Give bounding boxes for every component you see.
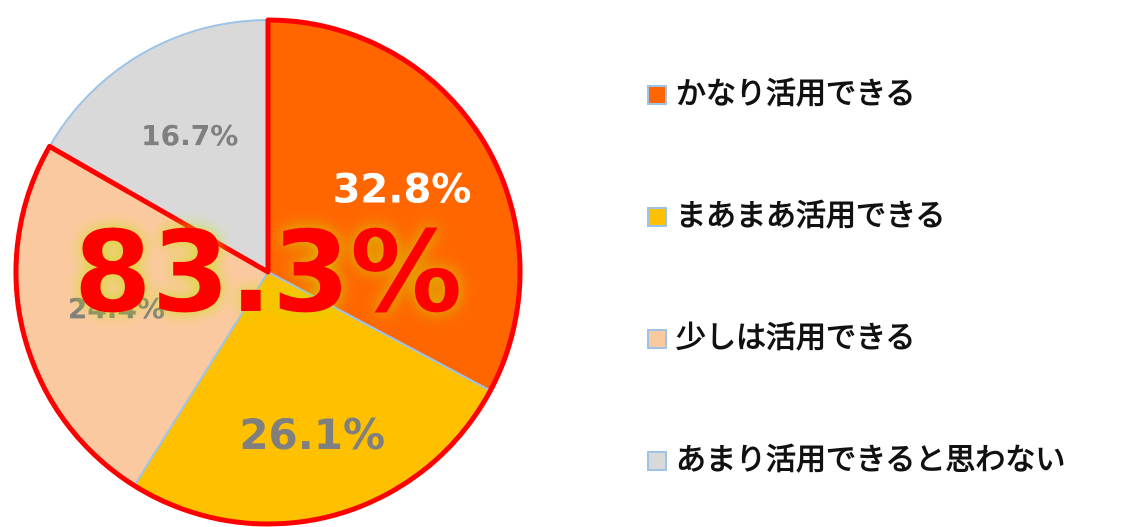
value-label: 24.4% [68, 292, 165, 325]
legend-swatch [647, 451, 667, 471]
legend-label: かなり活用できる [676, 77, 915, 112]
value-label: 32.8% [333, 167, 472, 213]
legend-label: 少しは活用できる [676, 321, 915, 356]
legend-swatch [647, 85, 667, 105]
legend-label: まあまあ活用できる [676, 199, 945, 234]
legend-swatch [647, 329, 667, 349]
value-label: 16.7% [141, 119, 238, 152]
value-label: 26.1% [239, 410, 385, 459]
legend-swatch [647, 207, 667, 227]
annotation: 83.3% [74, 208, 463, 338]
highlight-outline [13, 17, 523, 527]
pie-slice [48, 18, 269, 274]
legend-label: あまり活用できると思わない [676, 443, 1065, 478]
